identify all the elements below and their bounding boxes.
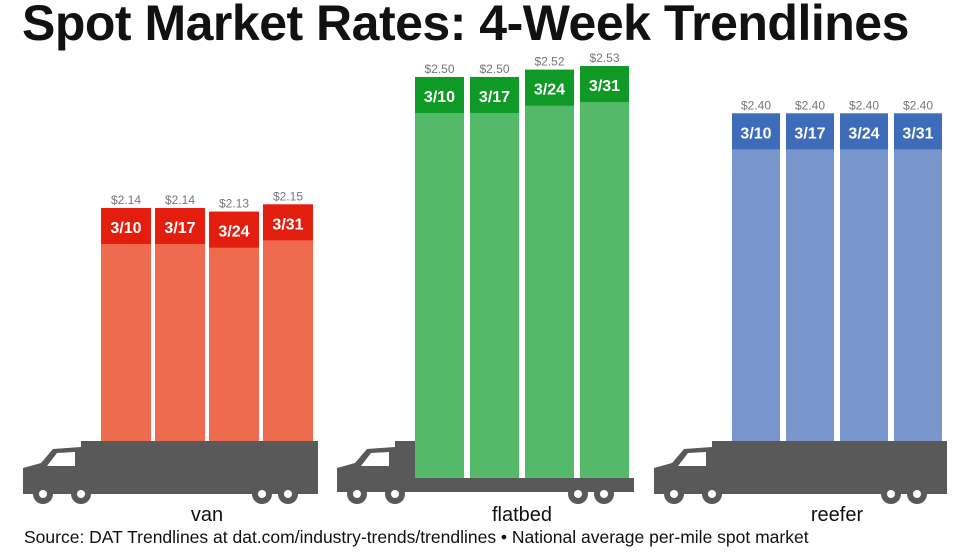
wheel-hub: [887, 490, 895, 498]
cab-window: [47, 452, 75, 466]
bar-date-label: 3/17: [794, 125, 825, 142]
truck-chassis: [337, 486, 634, 492]
bar-date-label: 3/31: [589, 78, 620, 95]
bar-flatbed-3-10: [415, 76, 464, 479]
bar-van-3-10: [101, 208, 151, 441]
bar-date-label: 3/24: [848, 125, 879, 142]
series-label-reefer: reefer: [811, 504, 864, 526]
wheel-hub: [708, 490, 716, 498]
bar-cap: [840, 113, 888, 150]
bar-value-label: $2.50: [479, 62, 509, 76]
bar-reefer-3-31: [894, 113, 942, 442]
bar-date-label: 3/24: [218, 224, 249, 241]
bar-value-label: $2.15: [273, 189, 303, 203]
trailer: [732, 441, 947, 486]
series-label-van: van: [191, 504, 223, 526]
bar-group-flatbed: 3/10 $2.50 3/17 $2.50 3/24 $2.52 3/31 $2.53 flat…: [337, 51, 634, 526]
truck-cab: [337, 441, 415, 492]
bar-date-label: 3/31: [902, 125, 933, 142]
bar-date-label: 3/17: [479, 89, 510, 106]
wheel-hub: [284, 490, 292, 498]
bar-group-reefer: 3/10 $2.40 3/17 $2.40 3/24 $2.40 3/31 $2.40 reef…: [654, 98, 947, 526]
bar-value-label: $2.40: [903, 98, 933, 112]
bar-value-label: $2.40: [849, 98, 879, 112]
bar-date-label: 3/24: [534, 82, 565, 99]
bar-flatbed-3-24: [525, 69, 574, 479]
bar-value-label: $2.50: [424, 62, 454, 76]
flatbed-deck: [405, 478, 634, 488]
wheel-hub: [258, 490, 266, 498]
cab-window: [678, 452, 706, 466]
bar-van-3-31: [263, 204, 313, 441]
bar-value-label: $2.52: [534, 55, 564, 69]
bar-date-label: 3/17: [164, 220, 195, 237]
bar-date-label: 3/10: [110, 220, 141, 237]
series-label-flatbed: flatbed: [492, 504, 552, 526]
bar-group-van: 3/10 $2.14 3/17 $2.14 3/24 $2.13 3/31 $2.15 van: [23, 189, 318, 526]
bar-cap: [525, 69, 574, 106]
bar-cap: [786, 113, 834, 150]
bar-flatbed-3-31: [580, 66, 629, 478]
bar-reefer-3-17: [786, 113, 834, 442]
bar-cap: [580, 66, 629, 103]
bar-cap: [101, 208, 151, 244]
bar-value-label: $2.53: [589, 51, 619, 65]
bar-reefer-3-10: [732, 113, 780, 442]
bar-value-label: $2.13: [219, 197, 249, 211]
wheel-hub: [39, 490, 47, 498]
wheel-hub: [670, 490, 678, 498]
bar-cap: [155, 208, 205, 244]
bar-value-label: $2.14: [165, 193, 195, 207]
bar-date-label: 3/10: [424, 89, 455, 106]
wheel-hub: [913, 490, 921, 498]
bar-reefer-3-24: [840, 113, 888, 442]
bar-flatbed-3-17: [470, 76, 519, 479]
bar-value-label: $2.40: [795, 98, 825, 112]
bar-value-label: $2.40: [741, 98, 771, 112]
bar-date-label: 3/31: [272, 216, 303, 233]
wheel-hub: [391, 490, 399, 498]
truck-chassis: [654, 486, 947, 494]
chart-title: Spot Market Rates: 4-Week Trendlines: [22, 0, 909, 51]
bar-date-label: 3/10: [740, 125, 771, 142]
truck-chassis: [23, 486, 318, 494]
wheel-hub: [600, 490, 608, 498]
bar-cap: [415, 76, 464, 113]
trailer: [101, 441, 318, 486]
truck-cab: [654, 441, 732, 492]
wheel-hub: [77, 490, 85, 498]
bar-cap: [263, 204, 313, 241]
wheel-hub: [574, 490, 582, 498]
wheel-hub: [353, 490, 361, 498]
bar-cap: [470, 76, 519, 113]
source-note: Source: DAT Trendlines at dat.com/indust…: [24, 527, 809, 547]
bar-cap: [732, 113, 780, 150]
bar-cap: [894, 113, 942, 150]
bar-value-label: $2.14: [111, 193, 141, 207]
bar-van-3-17: [155, 208, 205, 441]
truck-cab: [23, 441, 101, 492]
bar-van-3-24: [209, 211, 259, 441]
cab-window: [361, 452, 389, 466]
bar-cap: [209, 211, 259, 248]
